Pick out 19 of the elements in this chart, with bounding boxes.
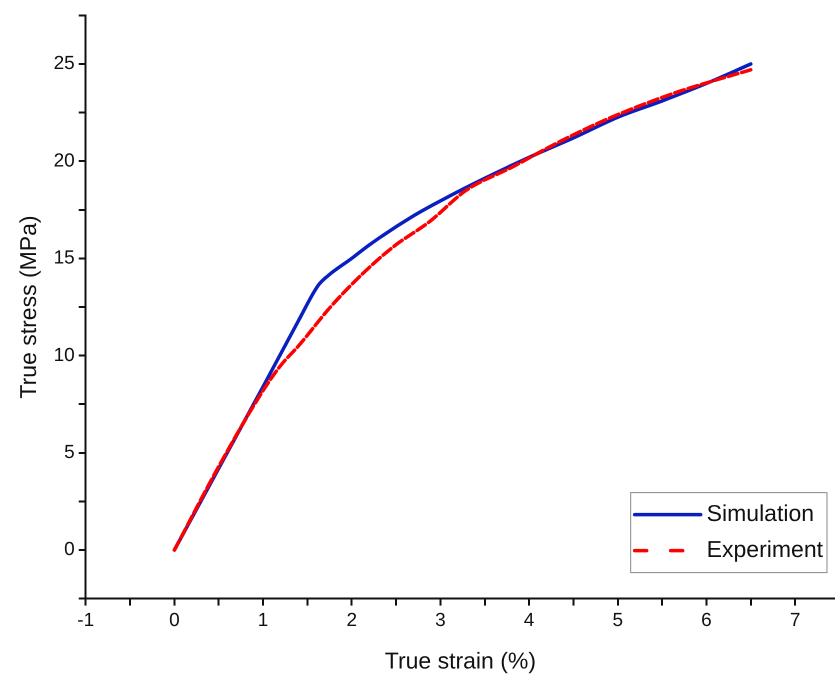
x-axis-title: True strain (%) <box>384 648 536 674</box>
legend-label: Experiment <box>706 536 824 562</box>
y-tick-label: 0 <box>64 539 75 560</box>
x-tick-label: 6 <box>701 610 712 632</box>
y-tick-label: 5 <box>64 442 75 464</box>
y-tick-label: 25 <box>54 53 75 74</box>
x-tick-label: 3 <box>435 610 446 632</box>
x-tick-label: 4 <box>524 610 535 632</box>
x-tick-label: 7 <box>790 610 800 632</box>
y-tick-label: 10 <box>54 344 75 366</box>
y-tick-label: 15 <box>54 248 75 269</box>
x-tick-label: 0 <box>169 610 180 632</box>
x-tick-label: 1 <box>258 610 268 632</box>
x-tick-label: -1 <box>77 610 94 632</box>
x-tick-label: 5 <box>612 610 624 632</box>
legend-label: Simulation <box>706 500 814 526</box>
y-tick-label: 20 <box>54 150 75 172</box>
x-tick-label: 2 <box>346 610 358 632</box>
y-axis-title: True stress (MPa) <box>15 215 42 399</box>
